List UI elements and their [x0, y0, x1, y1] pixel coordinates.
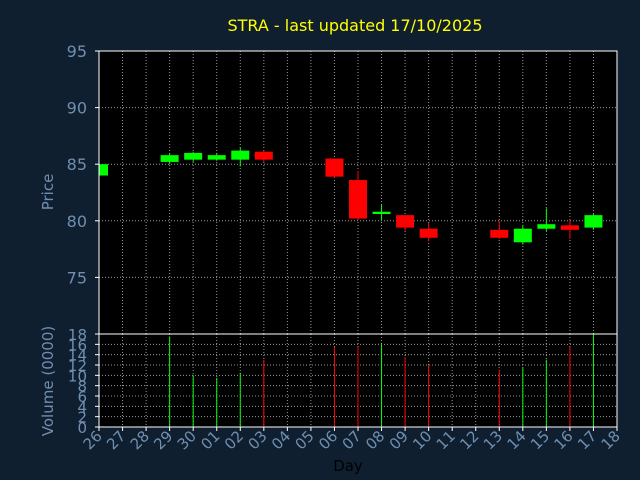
day-tick-label: 10 [409, 427, 435, 453]
day-tick-label: 14 [503, 427, 529, 453]
candle-body [184, 152, 203, 160]
day-tick-label: 06 [315, 427, 341, 453]
candle-body [372, 211, 391, 215]
day-tick-label: 03 [244, 427, 270, 453]
volume-tick-label: 14 [68, 347, 87, 365]
price-panel: 75 80 85 90 95 [67, 42, 618, 335]
candle-body [490, 229, 509, 238]
day-tick-label: 28 [127, 427, 153, 453]
day-tick-label: 01 [197, 427, 223, 453]
volume-tick-label: 10 [68, 367, 87, 385]
candle-body [99, 164, 108, 176]
price-tick-label: 80 [67, 212, 87, 231]
candle-body [254, 151, 273, 160]
price-axis-label: Price [39, 174, 57, 211]
day-tick-label: 15 [527, 427, 553, 453]
volume-tick-label: 18 [68, 326, 87, 344]
chart-title: STRA - last updated 17/10/2025 [227, 16, 482, 35]
day-tick-label: 29 [150, 427, 176, 453]
candle-body [560, 225, 579, 230]
candle-body [419, 228, 438, 238]
volume-tick-label: 8 [77, 378, 87, 396]
price-tick-label: 85 [67, 155, 87, 174]
day-tick-label: 11 [433, 427, 459, 453]
candles-layer [99, 147, 603, 245]
volume-tick-label: 6 [77, 388, 87, 406]
volume-axis-label: Volume (0000) [39, 326, 57, 436]
day-tick-label: 18 [598, 427, 624, 453]
candle-body [349, 180, 367, 219]
price-tick-label: 90 [67, 99, 87, 118]
candle-body [396, 215, 415, 228]
candle-body [231, 150, 250, 160]
x-axis: 2627282930010203040506070809101112131415… [80, 427, 624, 453]
candle-body [584, 215, 603, 228]
day-tick-label: 12 [456, 427, 482, 453]
volume-tick-label: 0 [77, 419, 87, 437]
day-tick-label: 09 [386, 427, 412, 453]
x-axis-label: Day [333, 457, 363, 475]
day-tick-label: 04 [268, 427, 294, 453]
day-tick-label: 27 [103, 427, 129, 453]
candle-body [325, 158, 344, 177]
day-tick-label: 13 [480, 427, 506, 453]
day-tick-label: 07 [339, 427, 365, 453]
candle-body [160, 155, 179, 162]
candle-body [513, 228, 532, 243]
day-tick-label: 30 [174, 427, 200, 453]
price-tick-label: 75 [67, 268, 87, 287]
day-tick-label: 05 [292, 427, 318, 453]
volume-tick-label: 2 [77, 409, 87, 427]
volume-tick-label: 16 [68, 336, 87, 354]
day-tick-label: 08 [362, 427, 388, 453]
candle-body [207, 155, 226, 160]
volume-tick-label: 12 [68, 357, 87, 375]
candle-body [537, 224, 556, 229]
volume-tick-label: 4 [77, 398, 87, 416]
day-tick-label: 16 [551, 427, 577, 453]
price-tick-label: 95 [67, 42, 87, 61]
day-tick-label: 17 [574, 427, 600, 453]
day-tick-label: 02 [221, 427, 247, 453]
